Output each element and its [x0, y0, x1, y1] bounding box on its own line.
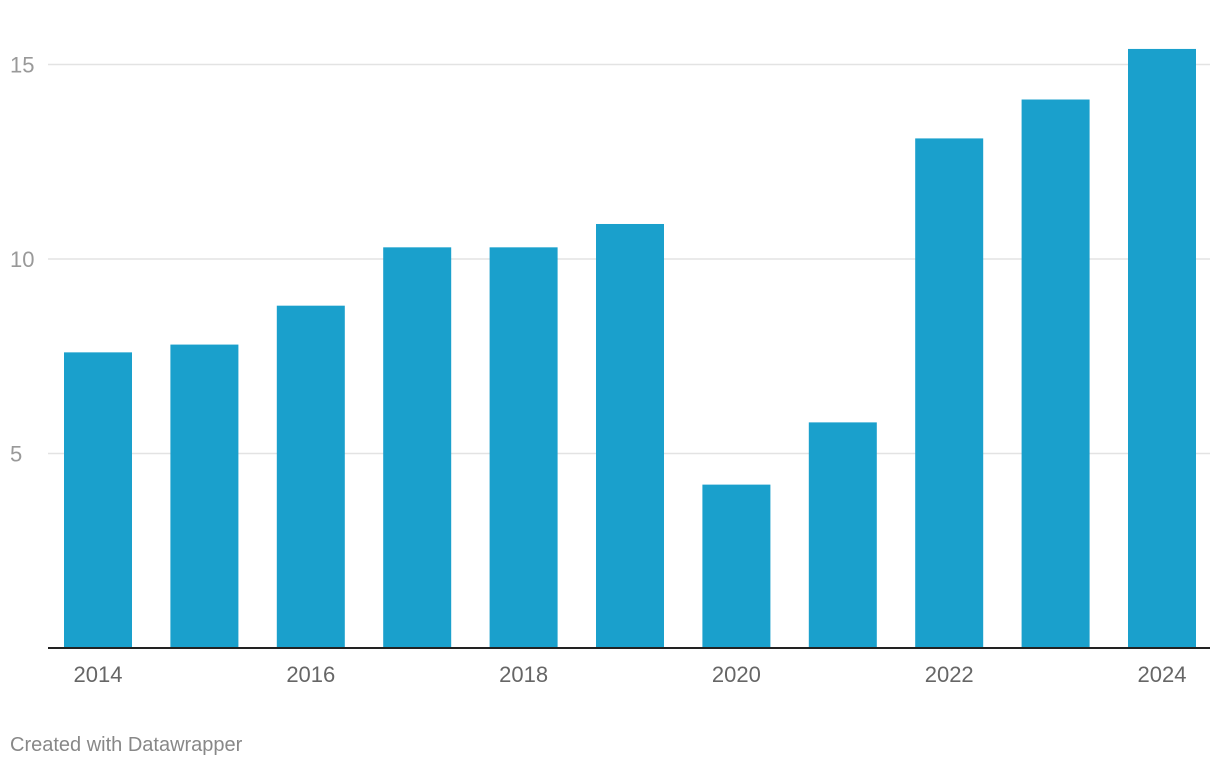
y-tick-label-5: 5: [10, 442, 22, 467]
y-tick-label-10: 10: [10, 247, 34, 272]
datawrapper-credit[interactable]: Created with Datawrapper: [10, 734, 243, 756]
bar-2018[interactable]: [489, 247, 558, 648]
x-axis-ticks: 2014 2016 2018 2020 2022 2024: [74, 662, 1187, 687]
bar-2021[interactable]: [808, 422, 877, 648]
bar-2016[interactable]: [276, 305, 345, 648]
x-tick-label-2014: 2014: [74, 662, 123, 687]
bar-2022[interactable]: [915, 138, 984, 648]
y-tick-label-15: 15: [10, 53, 34, 78]
bar-2024[interactable]: [1128, 48, 1196, 648]
x-tick-label-2020: 2020: [712, 662, 761, 687]
bar-2023[interactable]: [1021, 99, 1090, 648]
bar-2019[interactable]: [596, 223, 664, 649]
y-axis-ticks: 5 10 15: [10, 53, 34, 467]
x-tick-label-2016: 2016: [286, 662, 335, 687]
bar-2020[interactable]: [702, 484, 771, 648]
x-tick-label-2018: 2018: [499, 662, 548, 687]
x-tick-label-2024: 2024: [1138, 662, 1187, 687]
bar-2015[interactable]: [170, 344, 239, 648]
x-tick-label-2022: 2022: [925, 662, 974, 687]
bars: [64, 48, 1196, 649]
bar-2017[interactable]: [383, 247, 452, 648]
bar-chart: 5 10 15 2014 2016 2018 2020 2022 2024: [10, 48, 1210, 687]
bar-2014[interactable]: [64, 352, 132, 648]
